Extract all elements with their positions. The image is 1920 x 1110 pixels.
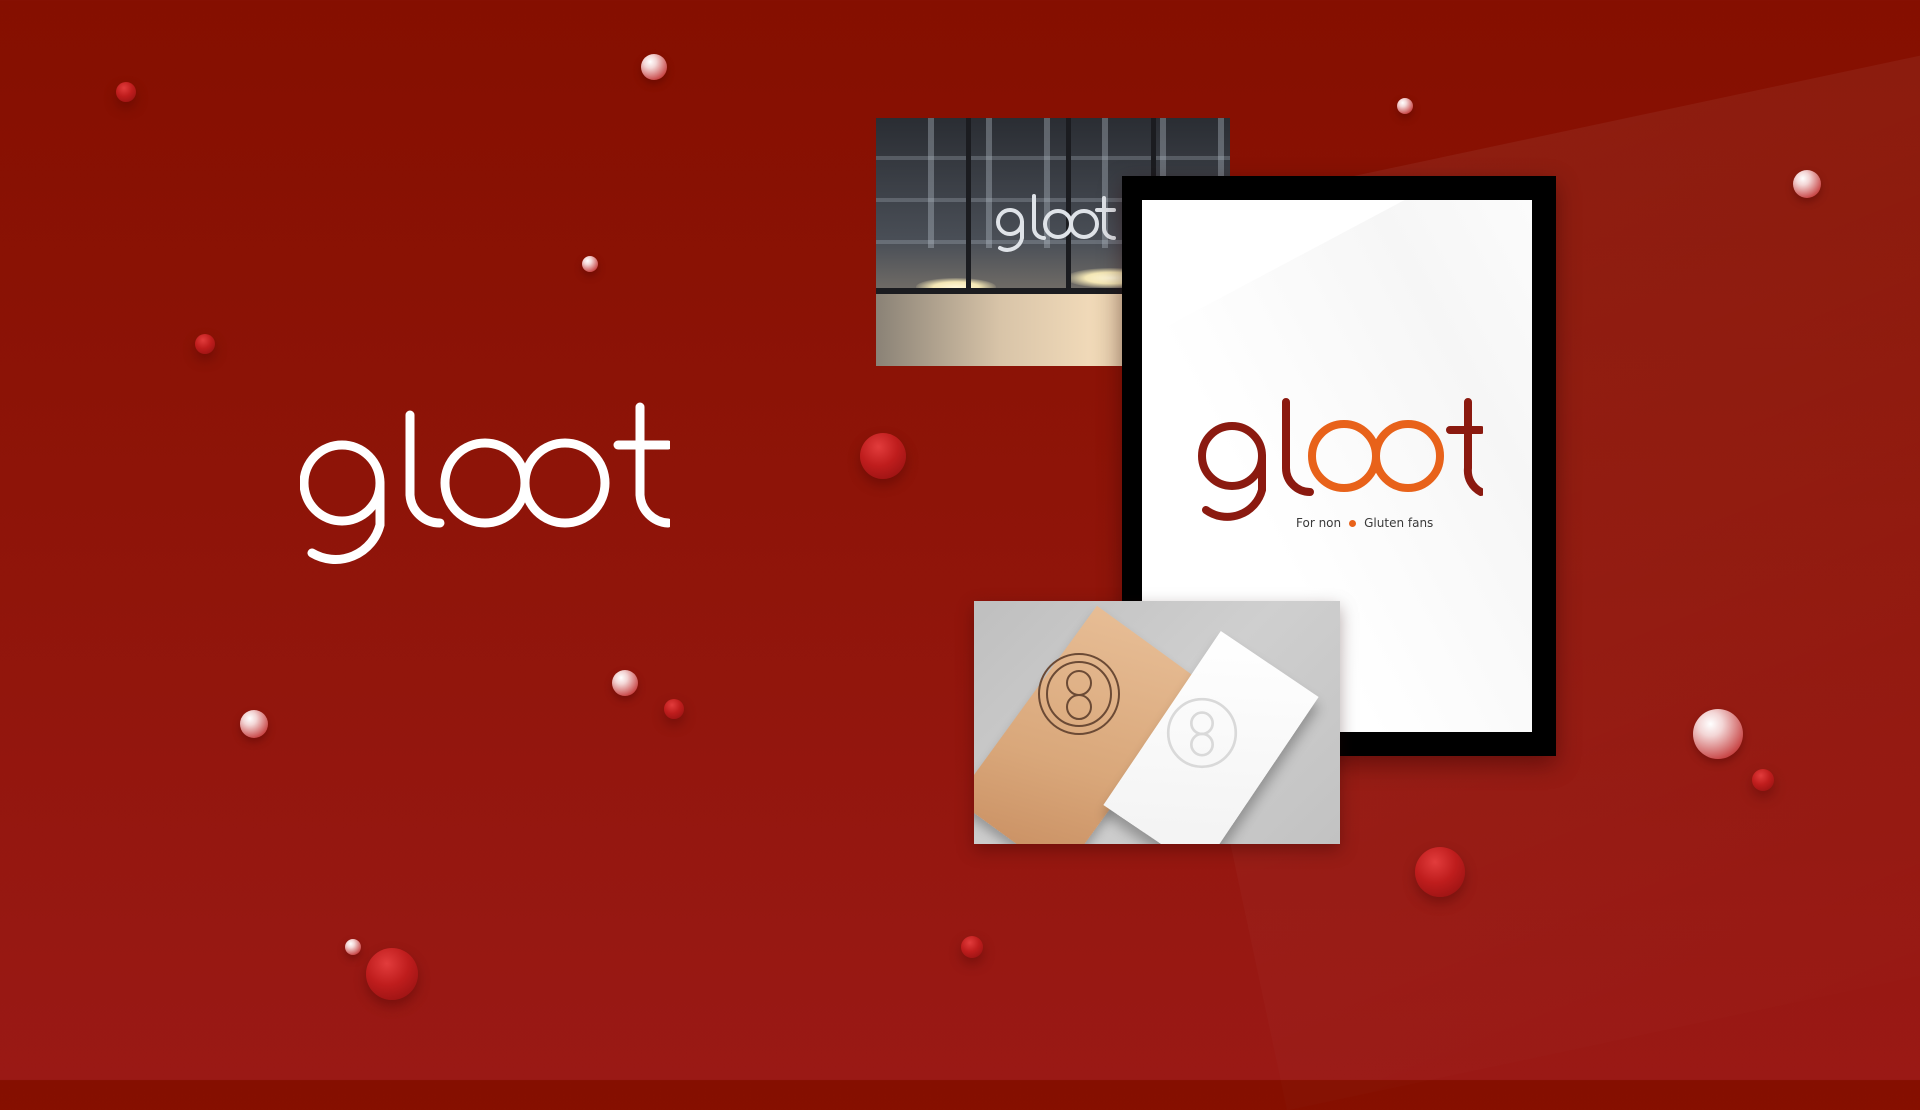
bubble-decoration bbox=[195, 334, 215, 354]
tagline-left-text: For non bbox=[1296, 516, 1342, 530]
bubble-decoration bbox=[860, 433, 906, 479]
window-transom bbox=[876, 288, 1230, 294]
bubble-decoration bbox=[612, 670, 638, 696]
bubble-decoration bbox=[664, 699, 684, 719]
bubble-decoration bbox=[582, 256, 598, 272]
double-ring-icon bbox=[1166, 697, 1238, 769]
business-cards-photo bbox=[974, 601, 1340, 844]
poster-gloot-logo bbox=[1198, 398, 1483, 521]
bubble-decoration bbox=[641, 54, 667, 80]
bubble-decoration bbox=[116, 82, 136, 102]
double-ring-icon bbox=[1038, 653, 1120, 735]
bubble-decoration bbox=[961, 936, 983, 958]
window-mullion bbox=[966, 118, 971, 366]
bubble-decoration bbox=[1415, 847, 1465, 897]
bubble-decoration bbox=[366, 948, 418, 1000]
bubble-decoration bbox=[1397, 98, 1413, 114]
bubble-decoration bbox=[240, 710, 268, 738]
storefront-sign-logo bbox=[996, 194, 1116, 252]
bubble-decoration bbox=[1693, 709, 1743, 759]
window-mullion bbox=[1066, 118, 1071, 366]
tagline-right-text: Gluten fans bbox=[1364, 516, 1434, 530]
bubble-decoration bbox=[1752, 769, 1774, 791]
gloot-wordmark-logo bbox=[300, 402, 670, 564]
bubble-decoration bbox=[345, 939, 361, 955]
tagline-dot-icon bbox=[1349, 519, 1357, 527]
poster-tagline: For non Gluten fans bbox=[1296, 514, 1433, 532]
bubble-decoration bbox=[1793, 170, 1821, 198]
